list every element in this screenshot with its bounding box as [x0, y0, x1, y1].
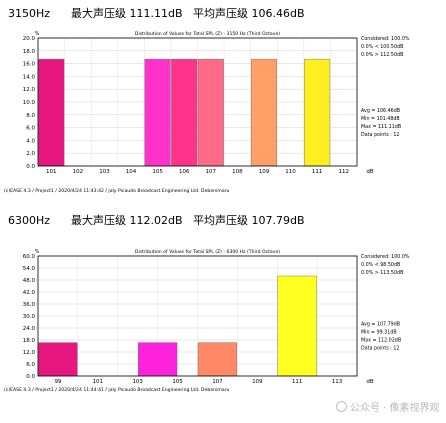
bar-107 — [197, 58, 224, 167]
y-tick-label: 0.0 — [26, 164, 35, 170]
stat-range: Considered: 100.0% — [361, 254, 410, 260]
stat-summary: Data points : 12 — [361, 346, 399, 352]
x-tick-label: 107 — [206, 169, 217, 175]
stat-summary: Min = 101.48dB — [361, 116, 400, 122]
watermark: 公众号 · 像素视界观 — [336, 399, 440, 414]
x-tick-label: 109 — [259, 169, 270, 175]
y-tick-label: 10.0 — [23, 100, 36, 106]
chart-title: Distribution of Values for Total SPL (Z)… — [135, 31, 280, 37]
stat-summary: Min = 99.31dB — [361, 330, 397, 336]
chart-footer: (c)EASE 4.3 / Project1 / 2020/4/24 11:43… — [4, 188, 230, 194]
y-tick-label: 20.0 — [23, 36, 36, 42]
x-tick-label: 110 — [285, 169, 296, 175]
y-tick-label: 12.0 — [23, 87, 36, 93]
stat-range: Considered: 100.0% — [361, 36, 410, 42]
chart-1-heading: 3150Hz 最大声压级 111.11dB 平均声压级 106.46dB — [8, 7, 305, 20]
y-tick-label: 48.0 — [23, 278, 36, 284]
wechat-icon — [336, 401, 347, 412]
x-tick-label: 111 — [292, 379, 303, 385]
stat-summary: Avg = 106.46dB — [361, 108, 400, 114]
y-axis-label: % — [35, 249, 40, 255]
bar-111 — [277, 275, 317, 377]
x-tick-label: 101 — [46, 169, 57, 175]
y-tick-label: 30.0 — [23, 314, 36, 320]
x-tick-label: 103 — [99, 169, 110, 175]
spl-distribution-chart-3150hz: Distribution of Values for Total SPL (Z)… — [4, 31, 410, 194]
x-tick-label: 102 — [73, 169, 84, 175]
bar-105 — [144, 58, 171, 167]
x-tick-label: 103 — [132, 379, 143, 385]
x-tick-label: 106 — [179, 169, 190, 175]
y-tick-label: 6.0 — [26, 362, 35, 368]
y-tick-label: 24.0 — [23, 326, 36, 332]
y-tick-label: 36.0 — [23, 302, 36, 308]
chart-title: Distribution of Values for Total SPL (Z)… — [135, 249, 280, 255]
y-tick-label: 12.0 — [23, 350, 36, 356]
x-tick-label: 105 — [172, 379, 183, 385]
x-tick-label: 111 — [312, 169, 323, 175]
bar-111 — [304, 58, 331, 167]
x-tick-label: 101 — [93, 379, 104, 385]
stat-range: 0.0% < 100.50dB — [361, 44, 403, 50]
x-tick-label: 107 — [212, 379, 223, 385]
stat-range: 0.0% > 112.50dB — [361, 52, 403, 58]
y-tick-label: 18.0 — [23, 338, 36, 344]
x-tick-label: 109 — [252, 379, 263, 385]
bar-109 — [250, 58, 277, 167]
x-tick-label: 99 — [54, 379, 61, 385]
y-tick-label: 42.0 — [23, 290, 36, 296]
stat-summary: Max = 112.02dB — [361, 338, 401, 344]
x-axis-label: dB — [366, 379, 373, 385]
spl-distribution-chart-6300hz: Distribution of Values for Total SPL (Z)… — [4, 249, 410, 393]
stat-range: 0.0% < 98.50dB — [361, 262, 400, 268]
plot-frame — [37, 37, 358, 167]
y-tick-label: 60.0 — [23, 254, 36, 260]
chart-2-heading: 6300Hz 最大声压级 112.02dB 平均声压级 107.79dB — [8, 214, 305, 227]
x-tick-label: 113 — [332, 379, 343, 385]
bar-99 — [38, 342, 78, 377]
y-tick-label: 16.0 — [23, 62, 36, 68]
y-tick-label: 6.0 — [26, 126, 35, 132]
y-tick-label: 54.0 — [23, 266, 36, 272]
watermark-text: 公众号 · 像素视界观 — [350, 403, 440, 414]
stat-summary: Max = 111.11dB — [361, 124, 401, 130]
y-tick-label: 4.0 — [26, 138, 35, 144]
x-tick-label: 104 — [126, 169, 137, 175]
chart-footer: (c)EASE 4.3 / Project1 / 2020/4/24 11:44… — [4, 387, 230, 393]
stat-range: 0.0% > 113.50dB — [361, 270, 403, 276]
stat-summary: Data points : 12 — [361, 132, 399, 138]
y-tick-label: 2.0 — [26, 151, 35, 157]
plot-frame — [37, 255, 358, 377]
x-tick-label: 112 — [338, 169, 349, 175]
bar-101 — [38, 58, 65, 167]
x-tick-label: 105 — [152, 169, 163, 175]
y-axis-label: % — [35, 31, 40, 37]
bar-106 — [171, 58, 198, 167]
x-tick-label: 108 — [232, 169, 243, 175]
bar-104 — [137, 342, 178, 377]
y-tick-label: 18.0 — [23, 49, 36, 55]
y-tick-label: 14.0 — [23, 74, 36, 80]
stat-summary: Avg = 107.79dB — [361, 322, 400, 328]
y-tick-label: 0.0 — [26, 374, 35, 380]
y-tick-label: 8.0 — [26, 113, 35, 119]
bar-107 — [197, 342, 238, 377]
x-axis-label: dB — [366, 169, 373, 175]
